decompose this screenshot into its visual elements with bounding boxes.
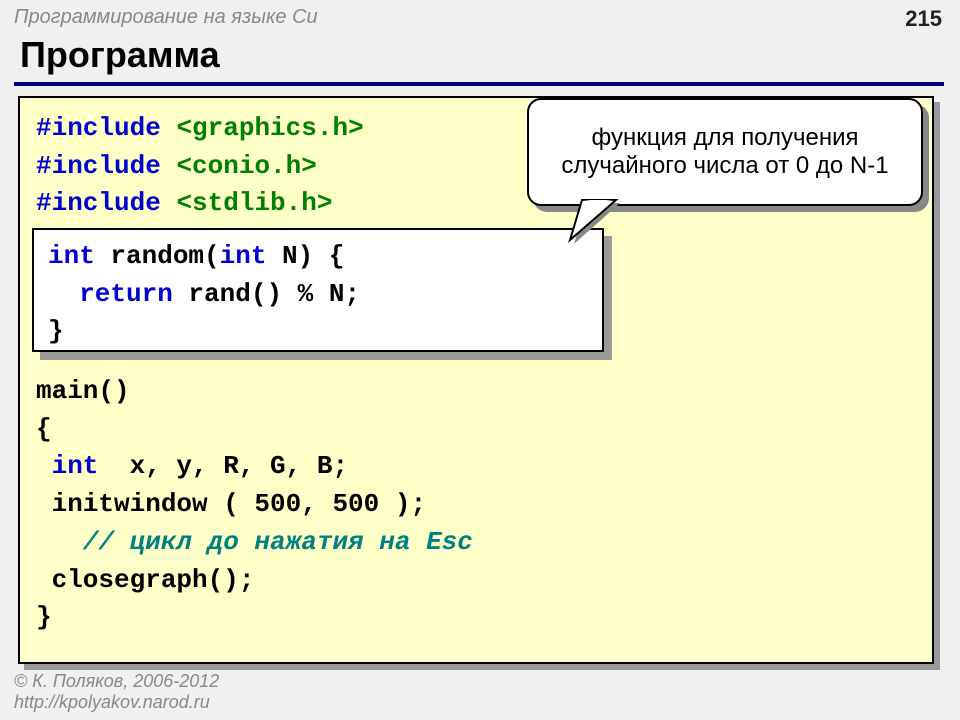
footer-line-2: http://kpolyakov.narod.ru [14,692,219,714]
callout-box: функция для получения случайного числа о… [527,98,923,206]
main-line-3: int x, y, R, G, B; [36,448,916,486]
inner-code-box: int random(int N) { return rand() % N; } [32,228,604,352]
header-label: Программирование на языке Си [14,6,318,29]
main-line-7: } [36,599,916,637]
main-line-6: closegraph(); [36,562,916,600]
main-line-4: initwindow ( 500, 500 ); [36,486,916,524]
title-underline [14,82,944,86]
page-number: 215 [905,6,942,32]
inner-line-2: return rand() % N; [48,276,588,314]
slide-title: Программа [20,34,220,76]
inner-line-3: } [48,313,588,351]
callout-text: функция для получения случайного числа о… [539,124,911,180]
footer: © К. Поляков, 2006-2012 http://kpolyakov… [14,671,219,714]
inner-line-1: int random(int N) { [48,238,588,276]
main-line-2: { [36,411,916,449]
footer-line-1: © К. Поляков, 2006-2012 [14,671,219,693]
main-line-1: main() [36,373,916,411]
main-line-5: // цикл до нажатия на Esc [36,524,916,562]
